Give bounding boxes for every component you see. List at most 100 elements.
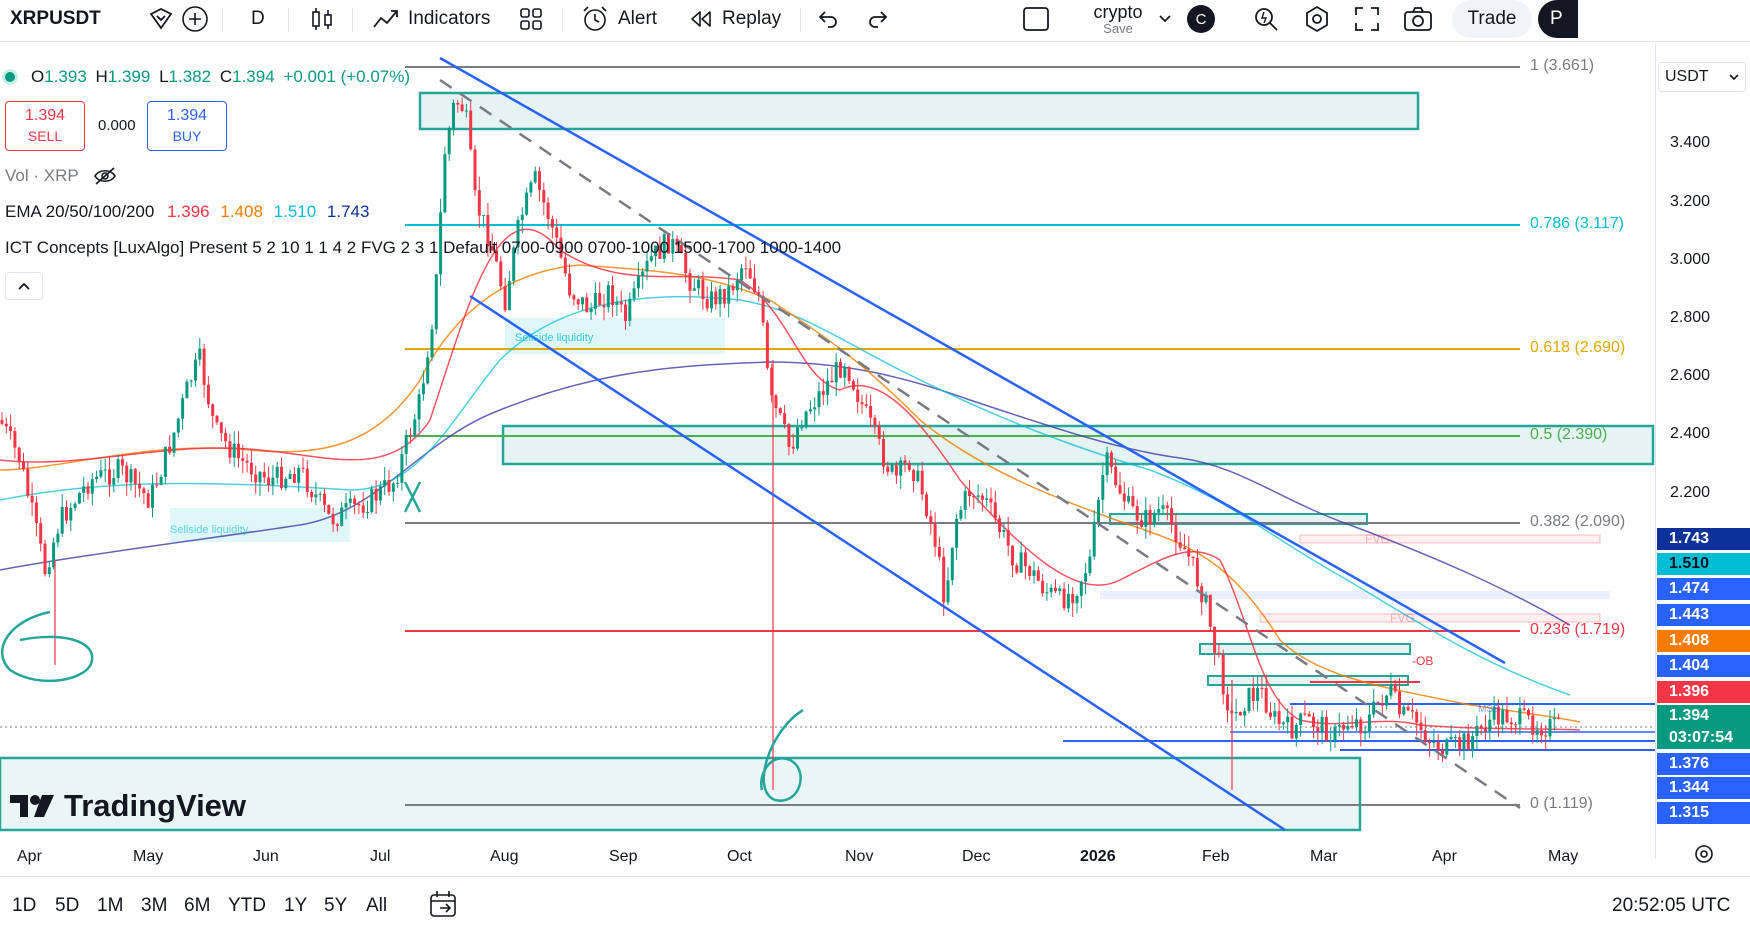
- top-toolbar: XRPUSDT D Indicators Alert Replay crypto: [0, 0, 1750, 42]
- ema-legend: EMA 20/50/100/200 1.396 1.408 1.510 1.74…: [5, 202, 369, 222]
- layout-grid-icon[interactable]: [518, 0, 544, 38]
- price-tick-label: 3.200: [1670, 193, 1711, 210]
- channel-lower-line: [469, 294, 1286, 832]
- currency-select[interactable]: USDT: [1658, 62, 1746, 92]
- sell-price: 1.394: [24, 107, 66, 124]
- redo-icon[interactable]: [866, 0, 890, 38]
- trade-label: Trade: [1467, 8, 1517, 29]
- interval-button[interactable]: D: [251, 0, 265, 38]
- volume-label: Vol · XRP: [5, 166, 79, 185]
- range-button-5d[interactable]: 5D: [55, 895, 80, 916]
- price-chart[interactable]: Sellside liquidity Sellside liquidity FV…: [0, 44, 1750, 859]
- fib-retracement[interactable]: [405, 66, 1520, 806]
- sellside-liquidity-zone-1: [170, 508, 350, 542]
- trend-channel[interactable]: [439, 56, 1521, 832]
- currency-label: USDT: [1665, 68, 1709, 85]
- mss-label: MSS: [1478, 704, 1500, 715]
- collapse-legend-button[interactable]: [5, 272, 43, 300]
- add-symbol-icon[interactable]: [180, 0, 210, 38]
- ob-zone-2[interactable]: [1199, 643, 1411, 655]
- alert-button[interactable]: Alert: [580, 0, 657, 38]
- compare-symbol-icon[interactable]: [148, 0, 174, 38]
- fib-label: 0.5 (2.390): [1530, 426, 1608, 443]
- trade-button[interactable]: Trade: [1452, 0, 1532, 38]
- avatar[interactable]: C: [1187, 0, 1215, 38]
- date-range-calendar-icon[interactable]: [428, 889, 458, 924]
- publish-button[interactable]: P: [1538, 0, 1578, 38]
- range-button-all[interactable]: All: [366, 895, 388, 916]
- indicators-button[interactable]: Indicators: [372, 0, 490, 38]
- ema-label: EMA 20/50/100/200: [5, 202, 155, 221]
- symbol-search-button[interactable]: XRPUSDT: [10, 0, 101, 38]
- price-tag: 1.394: [1657, 705, 1750, 727]
- range-button-1m[interactable]: 1M: [97, 895, 124, 916]
- settings-gear-icon[interactable]: [1303, 0, 1331, 38]
- price-tick-label: 2.600: [1670, 367, 1711, 384]
- range-button-1y[interactable]: 1Y: [284, 895, 308, 916]
- sell-button[interactable]: 1.394 SELL: [5, 101, 85, 151]
- indicators-icon: [373, 10, 398, 28]
- time-tick-label: Apr: [1432, 848, 1457, 865]
- eye-off-icon[interactable]: [93, 166, 117, 186]
- spread-value: 0.000: [98, 117, 136, 134]
- live-dot: [5, 72, 15, 82]
- utc-clock[interactable]: 20:52:05 UTC: [1612, 895, 1731, 916]
- tradingview-logo-icon: [10, 795, 54, 817]
- price-tag: 1.376: [1657, 753, 1750, 775]
- range-button-5y[interactable]: 5Y: [324, 895, 348, 916]
- fvg-zone-1: [1299, 534, 1601, 544]
- time-tick-label: Dec: [962, 848, 991, 865]
- price-tag: 1.510: [1657, 553, 1750, 575]
- time-tick-label: May: [133, 848, 164, 865]
- replay-label: Replay: [722, 8, 782, 29]
- ob-zone-3[interactable]: [1207, 675, 1409, 686]
- buy-label: BUY: [172, 128, 202, 144]
- watermark-text: TradingView: [64, 788, 247, 823]
- range-button-3m[interactable]: 3M: [141, 895, 168, 916]
- price-tag: 1.474: [1657, 578, 1750, 600]
- layout-save-label: Save: [1103, 21, 1133, 36]
- candle-type-icon[interactable]: [310, 0, 334, 38]
- time-tick-label: Apr: [17, 848, 42, 865]
- publish-label: P: [1550, 8, 1563, 29]
- candlesticks: [0, 97, 1561, 790]
- supply-zone-top[interactable]: [418, 91, 1420, 131]
- channel-mid-dashed-line: [439, 78, 1521, 810]
- ema200-value: 1.743: [326, 202, 370, 221]
- replay-button[interactable]: Replay: [688, 0, 781, 38]
- camera-icon[interactable]: [1403, 0, 1433, 38]
- chevron-down-icon[interactable]: [1158, 0, 1172, 38]
- fib-label: 0.618 (2.690): [1530, 339, 1626, 356]
- buy-price: 1.394: [166, 107, 208, 124]
- buy-button[interactable]: 1.394 BUY: [147, 101, 227, 151]
- ict-labels: Sellside liquidity Sellside liquidity FV…: [170, 332, 1500, 715]
- time-tick-label: 2026: [1080, 848, 1116, 865]
- price-tag: 03:07:54: [1657, 727, 1750, 749]
- range-button-6m[interactable]: 6M: [184, 895, 211, 916]
- auto-scale-gear-icon[interactable]: [1692, 842, 1716, 871]
- tradingview-logo: TradingView: [8, 788, 246, 824]
- price-tick-label: 2.200: [1670, 484, 1711, 501]
- sellside-liquidity-label-2: Sellside liquidity: [515, 332, 594, 344]
- fvg-zone-2: [1259, 613, 1601, 623]
- layout-square-icon[interactable]: [1022, 0, 1050, 38]
- quick-search-icon[interactable]: [1252, 0, 1280, 38]
- ema100-value: 1.510: [273, 202, 317, 221]
- range-button-ytd[interactable]: YTD: [228, 895, 266, 916]
- supply-zone-mid[interactable]: [501, 424, 1655, 466]
- ema-lines: [0, 228, 1581, 731]
- time-tick-label: Sep: [609, 848, 638, 865]
- undo-icon[interactable]: [816, 0, 840, 38]
- time-tick-label: Aug: [490, 848, 519, 865]
- sellside-liquidity-label: Sellside liquidity: [170, 524, 249, 536]
- demand-zone-bottom[interactable]: [0, 756, 1362, 832]
- fullscreen-icon[interactable]: [1354, 0, 1380, 38]
- time-axis[interactable]: [0, 838, 1655, 876]
- hand-drawn-annotations: [0, 481, 804, 802]
- chevron-down-icon: [1729, 74, 1739, 81]
- fib-label: 0.382 (2.090): [1530, 513, 1626, 530]
- price-tick-label: 2.800: [1670, 309, 1711, 326]
- range-button-1d[interactable]: 1D: [12, 895, 37, 916]
- ema20-value: 1.396: [167, 202, 210, 221]
- layout-name-button[interactable]: crypto Save: [1078, 2, 1158, 36]
